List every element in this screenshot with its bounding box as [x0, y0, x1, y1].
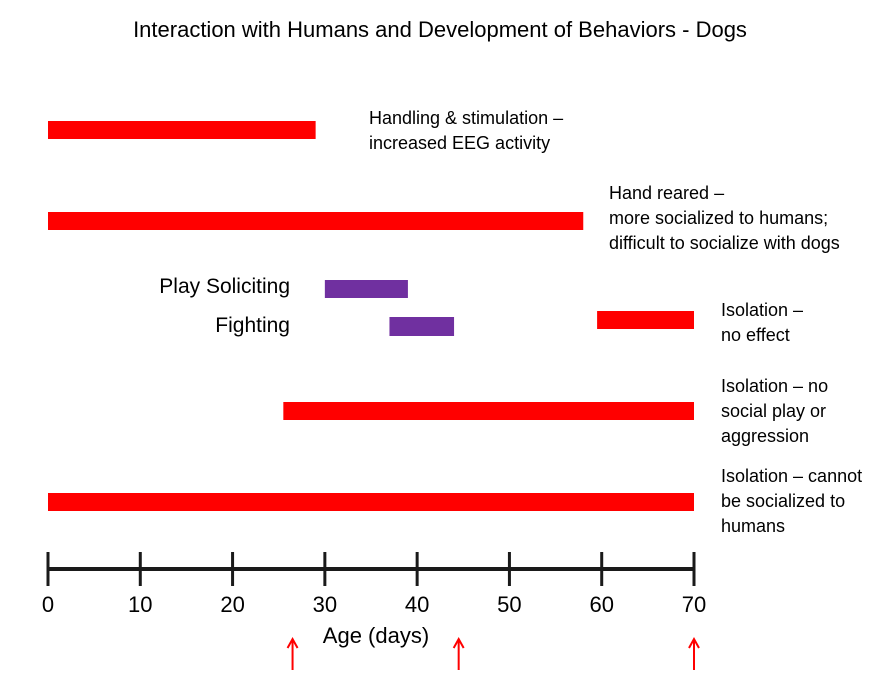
bar-label: increased EEG activity: [369, 133, 550, 153]
x-tick-label: 50: [497, 592, 521, 617]
x-tick-label: 60: [589, 592, 613, 617]
bar-label: Fighting: [215, 314, 290, 337]
arrow-up-icon: [452, 636, 465, 670]
bar-label: social play or: [721, 401, 826, 421]
bar: [597, 311, 694, 329]
x-tick-label: 40: [405, 592, 429, 617]
bar-label: humans: [721, 516, 785, 536]
x-tick-label: 20: [220, 592, 244, 617]
bar: [48, 493, 694, 511]
bar-label: no effect: [721, 325, 790, 345]
bar-label: Isolation – cannot: [721, 466, 862, 486]
bar-label: Play Soliciting: [159, 275, 290, 298]
bar-label: Handling & stimulation –: [369, 108, 563, 128]
bar: [389, 317, 455, 336]
arrow-up-icon: [286, 636, 299, 670]
bar-label: Hand reared –: [609, 183, 724, 203]
bar: [324, 280, 408, 298]
x-axis-label: Age (days): [323, 623, 429, 648]
bar-label: Isolation –: [721, 300, 803, 320]
x-tick-label: 10: [128, 592, 152, 617]
x-tick-label: 70: [682, 592, 706, 617]
x-tick-label: 30: [313, 592, 337, 617]
bar: [283, 402, 694, 420]
bar: [48, 212, 584, 230]
x-tick-label: 0: [42, 592, 54, 617]
bar-label: difficult to socialize with dogs: [609, 233, 840, 253]
bar-label: more socialized to humans;: [609, 208, 828, 228]
bar-label: be socialized to: [721, 491, 845, 511]
bar: [48, 121, 316, 139]
bar-label: Isolation – no: [721, 376, 828, 396]
arrow-up-icon: [688, 636, 700, 670]
bar-label: aggression: [721, 426, 809, 446]
chart-title: Interaction with Humans and Development …: [133, 17, 747, 42]
